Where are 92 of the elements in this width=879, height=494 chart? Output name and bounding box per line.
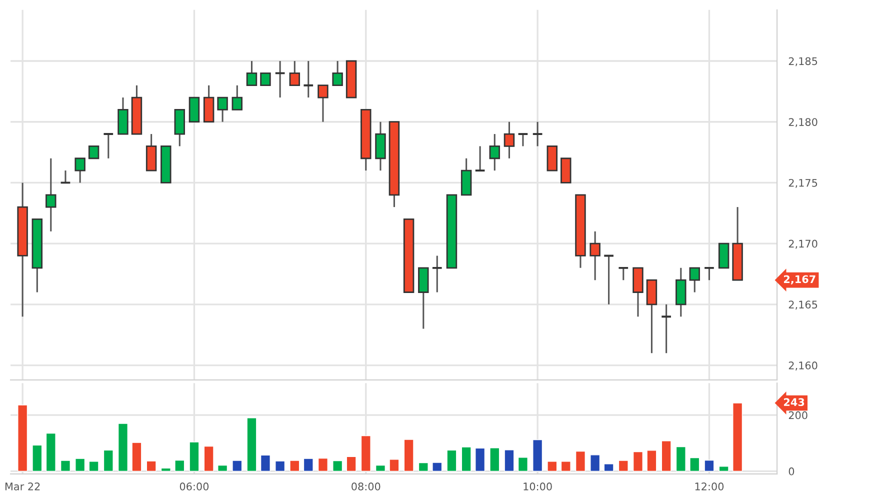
bar [732,402,743,472]
bar [704,460,714,472]
bar [418,462,428,472]
y-tick-label: 2,175 [788,178,818,188]
bar [290,460,300,472]
bar [475,448,486,472]
bar [632,451,644,472]
bar [332,460,343,472]
bar [560,461,571,472]
text: 243 [784,398,804,406]
bar [446,450,457,472]
bar [676,446,686,472]
candlestick [704,266,715,281]
bar [174,460,185,472]
candlestick [318,84,328,123]
candlestick [74,158,86,184]
bar [75,458,86,472]
bar [32,444,42,472]
candlestick [46,158,56,232]
candlestick [332,60,343,86]
candlestick [260,72,271,86]
y-tick-label: 2,180 [788,118,818,128]
bar [432,462,442,472]
candlestick [689,267,700,294]
bar [160,468,171,472]
y-tick-label: 2,160 [788,362,818,370]
bar [590,454,600,472]
bar [375,464,386,472]
y-tick-label: 2,185 [788,57,818,66]
bar [646,450,657,472]
bar [661,440,672,472]
bar [346,456,356,472]
candlestick [217,96,228,123]
candlestick [60,170,72,184]
bar [146,460,156,472]
bar [575,450,586,472]
bar [318,458,328,472]
candlestick [302,60,314,98]
candlestick [102,133,114,160]
candlestick [603,254,614,306]
y-tick-label: 2,170 [788,240,818,249]
candlestick [289,60,300,86]
bar [690,457,700,472]
bar [504,450,514,472]
bar [389,459,400,472]
bar [404,439,414,472]
bar [718,466,729,472]
bar [218,464,228,472]
bar [118,423,128,472]
y-tick-label: 0 [788,467,794,476]
candlestick [232,84,243,110]
candlestick [618,266,630,281]
x-tick-label: Mar 22 [5,482,40,490]
candlestick [489,133,500,172]
y-tick-label: 200 [788,411,808,420]
bar [18,404,28,472]
text: 2,167 [784,275,816,284]
bar [88,461,99,472]
bar [518,457,528,472]
candlestick [504,121,515,160]
bar [232,460,242,472]
bar [547,461,558,472]
candlestick [474,145,486,172]
bar [246,418,257,472]
candlestick [517,133,529,147]
bar [204,446,214,472]
bar [490,448,500,472]
bar [260,454,270,472]
candlestick [532,121,544,147]
bar [618,460,628,472]
candlestick [88,146,100,160]
bar [132,442,142,472]
y-tick-label: 2,165 [788,300,818,310]
candlestick [274,60,286,98]
bar [189,442,200,472]
bar [532,439,543,472]
bar [275,460,286,472]
bar [46,432,56,472]
bar [461,446,472,472]
bar [360,435,371,472]
x-tick-label: 08:00 [352,482,380,490]
bar [303,458,314,472]
x-tick-label: 12:00 [695,482,724,490]
candlestick [660,304,672,354]
bar [60,460,70,472]
bar [604,464,614,472]
x-tick-label: 06:00 [180,482,209,490]
x-tick-label: 10:00 [524,482,552,490]
bar [103,450,114,472]
candlestick [431,254,443,294]
candlestick [246,60,258,86]
candlestick [590,230,600,281]
